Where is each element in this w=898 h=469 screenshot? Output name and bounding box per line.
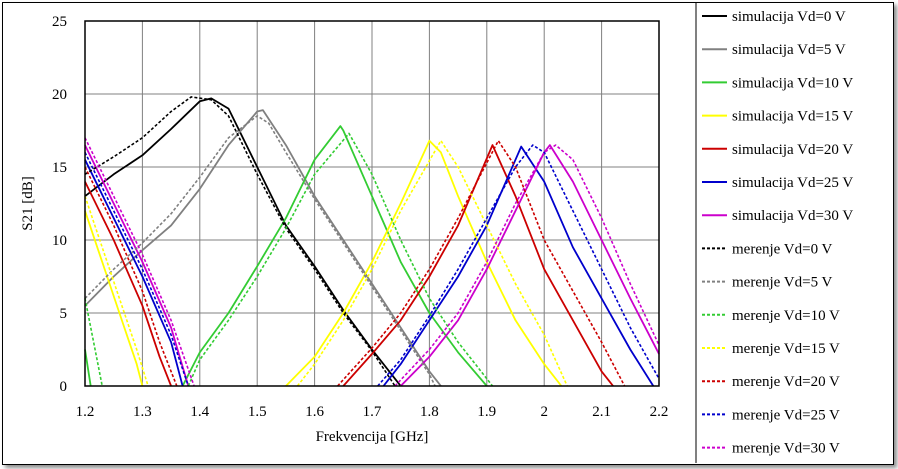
series-line [337,139,626,387]
y-tick-label: 5 [60,306,68,322]
series-line [400,144,660,387]
series-line [84,96,396,387]
grid [85,21,659,386]
series-line [84,115,436,387]
series-line [342,144,614,387]
series-line [84,195,149,387]
legend: simulacija Vd=0 V simulacija Vd=5 V simula… [702,9,853,457]
series-line [84,166,178,387]
x-tick-label: 2.2 [650,404,669,420]
legend-label: simulacija Vd=25 V [732,175,853,191]
legend-label: simulacija Vd=20 V [732,142,853,158]
y-tick-label: 0 [60,379,68,395]
y-tick-label: 25 [52,14,67,30]
series-line [84,210,144,387]
legend-label: simulacija Vd=0 V [732,9,846,25]
series-line [84,349,92,387]
legend-label: merenje Vd=15 V [732,341,840,357]
x-tick-label: 2 [540,404,548,420]
series-line [377,144,660,387]
legend-label: simulacija Vd=10 V [732,75,853,91]
series-line [84,144,190,387]
x-tick-label: 1.6 [305,404,324,420]
series-line [296,139,568,387]
series-line [84,152,190,387]
x-tick-label: 1.3 [133,404,152,420]
legend-label: simulacija Vd=15 V [732,109,853,125]
plot-area [84,20,660,387]
legend-label: merenje Vd=10 V [732,308,840,324]
x-tick-label: 1.7 [363,404,382,420]
x-axis-title: Frekvencija [GHz] [316,429,429,445]
x-tick-label: 1.5 [248,404,267,420]
x-tick-label: 1.8 [420,404,439,420]
series-line [394,144,660,387]
x-tick-label: 1.2 [76,404,95,420]
x-tick-label: 2.1 [592,404,611,420]
legend-label: merenje Vd=20 V [732,374,840,390]
y-tick-label: 15 [52,160,67,176]
series-line [84,181,172,387]
series-line [84,298,103,387]
x-tick-label: 1.9 [477,404,496,420]
series-line [382,145,655,387]
legend-label: merenje Vd=5 V [732,275,833,291]
y-axis-title: S21 [dB] [20,176,36,231]
series-line [84,97,402,387]
legend-label: merenje Vd=0 V [732,241,833,257]
legend-label: merenje Vd=25 V [732,407,840,423]
legend-label: simulacija Vd=5 V [732,42,846,58]
series-line [84,137,195,387]
series-layer [84,96,660,387]
legend-label: simulacija Vd=30 V [732,208,853,224]
tick-labels: 1.2 1.3 1.4 1.5 1.6 1.7 1.8 1.9 2 2.1 2.2 0 5 10 15 20 2… [52,14,668,420]
series-line [181,125,488,387]
x-tick-label: 1.4 [190,404,209,420]
series-line [84,159,184,387]
y-tick-label: 10 [52,233,67,249]
y-tick-label: 20 [52,87,67,103]
series-line [187,132,494,387]
legend-label: merenje Vd=30 V [732,441,840,457]
series-line [285,139,563,387]
series-line [84,109,442,387]
